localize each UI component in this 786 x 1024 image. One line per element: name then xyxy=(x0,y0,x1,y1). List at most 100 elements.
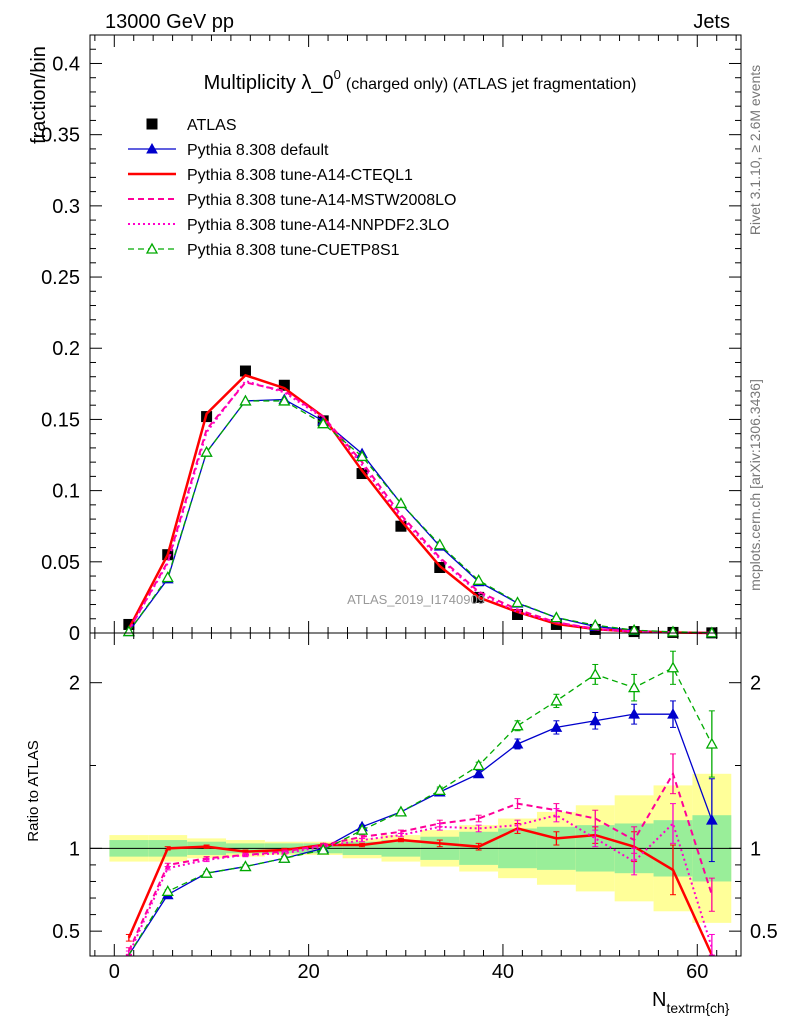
ratio-tick-label-right: 0.5 xyxy=(750,921,778,943)
open-triangle-marker xyxy=(433,538,446,550)
open-triangle-marker xyxy=(278,851,291,863)
x-tick-label: 60 xyxy=(686,961,708,983)
triangle-marker xyxy=(667,708,679,719)
open-triangle-marker xyxy=(550,694,563,706)
y-tick-label: 0.1 xyxy=(52,481,80,503)
ratio-tick-label-right: 2 xyxy=(750,673,761,695)
open-triangle-marker xyxy=(145,242,159,254)
x-tick-label: 40 xyxy=(492,961,514,983)
legend-data-marker xyxy=(146,118,158,130)
open-triangle-marker xyxy=(278,394,291,406)
open-triangle-marker xyxy=(705,737,718,749)
y-tick-label: 0.35 xyxy=(41,125,80,147)
x-tick-label: 0 xyxy=(109,961,120,983)
x-tick-label: 20 xyxy=(297,961,319,983)
y-tick-label: 0.3 xyxy=(52,196,80,218)
triangle-marker xyxy=(550,721,563,732)
ratio-axis-label: Ratio to ATLAS xyxy=(25,740,42,841)
y-tick-label: 0.05 xyxy=(41,552,80,574)
open-triangle-marker xyxy=(511,719,524,731)
data-point-square xyxy=(512,608,524,620)
triangle-marker xyxy=(628,708,640,719)
y-axis-label: fraction/bin xyxy=(28,46,50,144)
series-line xyxy=(128,398,712,634)
open-triangle-marker xyxy=(433,784,446,796)
open-triangle-marker xyxy=(394,805,408,817)
data-point-square xyxy=(395,520,407,532)
legend-label: Pythia 8.308 tune-CUETP8S1 xyxy=(187,242,400,259)
ratio-panel-frame xyxy=(89,632,742,957)
chart-title-superscript: 0 xyxy=(334,67,341,82)
series-line xyxy=(128,400,712,634)
open-triangle-marker xyxy=(511,596,524,608)
ratio-tick-label: 0.5 xyxy=(52,921,80,943)
y-tick-label: 0.25 xyxy=(41,267,80,289)
triangle-marker xyxy=(146,142,158,154)
legend-label: Pythia 8.308 tune-A14-CTEQL1 xyxy=(187,167,413,184)
open-triangle-marker xyxy=(239,394,252,406)
open-triangle-marker xyxy=(161,885,174,897)
open-triangle-marker xyxy=(472,759,485,771)
header-left-label: 13000 GeV pp xyxy=(105,11,234,33)
open-triangle-marker xyxy=(472,573,485,585)
triangle-marker xyxy=(589,714,602,726)
chart-title: Multiplicity λ_00 (charged only) (ATLAS j… xyxy=(204,67,637,94)
legend-label: Pythia 8.308 default xyxy=(187,142,329,159)
ratio-line xyxy=(128,666,713,956)
open-triangle-marker xyxy=(355,823,369,835)
chart-legend: ATLAS Pythia 8.308 default Pythia 8.308 tu… xyxy=(128,117,456,259)
open-triangle-marker xyxy=(705,626,718,638)
ratio-line xyxy=(127,771,713,952)
data-point-square xyxy=(278,379,290,391)
legend-label: Pythia 8.308 tune-A14-NNPDF2.3LO xyxy=(187,217,449,234)
y-tick-label: 0.2 xyxy=(52,338,80,360)
open-triangle-marker xyxy=(317,417,330,429)
main-panel-series xyxy=(122,365,718,639)
y-tick-label: 0.4 xyxy=(52,53,80,75)
series-line xyxy=(127,381,712,634)
open-triangle-marker xyxy=(550,611,563,623)
open-triangle-marker xyxy=(200,445,213,457)
open-triangle-marker xyxy=(317,843,330,855)
open-triangle-marker xyxy=(161,571,174,583)
x-axis-label-main: N xyxy=(652,989,666,1011)
open-triangle-marker xyxy=(239,860,252,872)
open-triangle-marker xyxy=(666,661,680,673)
ratio-line xyxy=(127,814,713,955)
data-point-square xyxy=(356,468,368,480)
side-label-mcplots: mcplots.cern.ch [arXiv:1306.3436] xyxy=(747,379,763,591)
open-triangle-marker xyxy=(589,668,602,680)
triangle-marker xyxy=(706,814,718,825)
ratio-line xyxy=(128,713,713,956)
open-triangle-marker xyxy=(394,497,408,509)
open-triangle-marker xyxy=(355,450,369,462)
x-axis-label: Ntextrm{ch} xyxy=(652,989,730,1016)
ratio-line xyxy=(127,827,713,956)
ratio-tick-label: 2 xyxy=(69,673,80,695)
open-triangle-marker xyxy=(628,681,641,693)
triangle-marker xyxy=(511,737,524,749)
legend-label: Pythia 8.308 tune-A14-MSTW2008LO xyxy=(187,192,456,209)
open-triangle-marker xyxy=(200,866,213,878)
open-triangle-marker xyxy=(628,623,641,635)
header-right-label: Jets xyxy=(693,11,730,33)
y-tick-label: 0 xyxy=(69,623,80,645)
data-point-square xyxy=(239,365,251,377)
ratio-tick-label-right: 1 xyxy=(750,838,761,860)
analysis-watermark: ATLAS_2019_I1740909 xyxy=(347,592,485,607)
chart-title-main: Multiplicity λ_0 xyxy=(204,72,334,94)
open-triangle-marker xyxy=(589,618,602,630)
x-axis-label-sub: textrm{ch} xyxy=(666,1000,729,1016)
ratio-tick-label: 1 xyxy=(69,838,80,860)
open-triangle-marker xyxy=(666,625,680,637)
triangle-marker xyxy=(472,767,485,779)
axis-ticks xyxy=(90,35,741,956)
legend-label: ATLAS xyxy=(187,117,237,134)
ratio-panel-series xyxy=(125,650,718,956)
y-tick-label: 0.15 xyxy=(41,409,80,431)
chart-title-rest: (charged only) (ATLAS jet fragmentation) xyxy=(346,76,637,93)
series-line xyxy=(128,379,712,634)
side-label-rivet: Rivet 3.1.10, ≥ 2.6M events xyxy=(747,65,763,235)
